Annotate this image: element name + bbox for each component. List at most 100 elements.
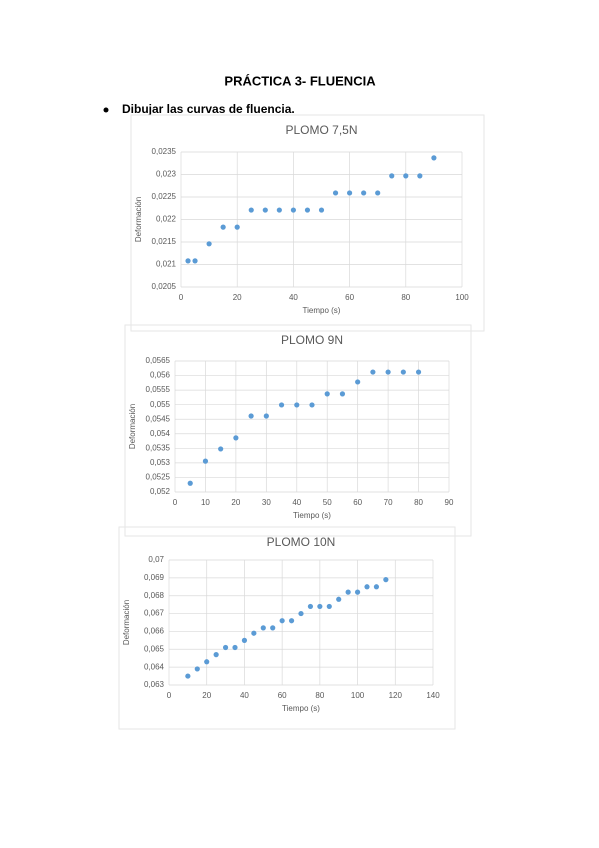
data-point <box>304 207 311 213</box>
y-tick-label: 0,054 <box>150 429 171 438</box>
y-tick-label: 0,052 <box>150 487 171 496</box>
data-point <box>345 589 351 595</box>
x-tick-label: 60 <box>278 691 287 700</box>
chart-frame <box>118 526 456 730</box>
x-tick-label: 70 <box>384 498 393 507</box>
chart-frame <box>130 114 485 332</box>
data-point <box>431 155 437 161</box>
y-tick-label: 0,022 <box>156 215 177 224</box>
data-point <box>262 207 268 213</box>
data-point <box>213 652 219 658</box>
data-point <box>332 190 339 196</box>
x-tick-label: 120 <box>389 691 403 700</box>
data-point <box>290 207 296 213</box>
data-point <box>187 480 193 486</box>
data-point <box>248 207 254 213</box>
bullet-dot <box>103 107 109 113</box>
data-point <box>218 446 224 452</box>
data-point <box>232 644 238 651</box>
data-point <box>373 584 380 590</box>
y-tick-label: 0,0565 <box>146 356 171 365</box>
data-point <box>276 207 282 213</box>
x-tick-label: 100 <box>455 293 469 302</box>
x-tick-label: 0 <box>179 293 184 302</box>
data-point <box>375 190 381 196</box>
data-point <box>347 190 353 196</box>
y-tick-label: 0,069 <box>144 573 165 582</box>
data-point <box>415 369 422 375</box>
x-tick-label: 80 <box>414 498 423 507</box>
y-tick-label: 0,065 <box>144 644 165 653</box>
x-tick-label: 20 <box>202 691 211 700</box>
x-tick-label: 20 <box>233 293 242 302</box>
data-point <box>336 596 342 602</box>
y-axis-title: Deformación <box>128 404 137 449</box>
y-tick-label: 0,07 <box>148 555 164 564</box>
data-point <box>251 630 257 636</box>
x-tick-label: 10 <box>201 498 210 507</box>
x-tick-label: 0 <box>173 498 178 507</box>
y-tick-label: 0,053 <box>150 458 171 467</box>
chart-title: PLOMO 10N <box>267 535 336 549</box>
data-point <box>370 369 376 375</box>
y-tick-label: 0,067 <box>144 609 165 618</box>
x-axis-title: Tiempo (s) <box>282 704 320 713</box>
data-point <box>339 391 346 397</box>
y-tick-label: 0,068 <box>144 591 165 600</box>
y-tick-label: 0,063 <box>144 680 165 689</box>
x-tick-label: 40 <box>292 498 301 507</box>
data-point <box>417 173 423 179</box>
data-point <box>324 391 330 397</box>
y-tick-label: 0,0225 <box>152 192 177 201</box>
x-tick-label: 80 <box>315 691 324 700</box>
x-axis-title: Tiempo (s) <box>303 306 341 315</box>
data-point <box>192 258 198 264</box>
x-tick-label: 100 <box>351 691 365 700</box>
data-point <box>309 402 315 408</box>
data-point <box>317 603 323 610</box>
data-point <box>220 224 226 230</box>
x-tick-label: 40 <box>289 293 298 302</box>
data-point <box>204 659 210 665</box>
data-point <box>318 207 325 213</box>
data-point <box>385 369 391 375</box>
data-point <box>355 379 361 385</box>
data-point <box>206 241 212 247</box>
data-point <box>233 435 239 441</box>
page-title: PRÁCTICA 3- FLUENCIA <box>224 73 376 88</box>
y-tick-label: 0,0545 <box>146 414 171 423</box>
data-point <box>389 173 395 179</box>
x-tick-label: 90 <box>445 498 454 507</box>
y-tick-label: 0,0535 <box>146 443 171 452</box>
y-tick-label: 0,0215 <box>152 237 177 246</box>
data-point <box>288 618 295 624</box>
y-tick-label: 0,055 <box>150 400 171 409</box>
y-tick-label: 0,0235 <box>152 147 177 156</box>
x-tick-label: 60 <box>353 498 362 507</box>
data-point <box>364 584 370 590</box>
chart-title: PLOMO 7,5N <box>285 123 357 137</box>
y-tick-label: 0,056 <box>150 371 171 380</box>
data-point <box>383 577 389 583</box>
data-point <box>279 618 285 624</box>
data-point <box>270 625 276 631</box>
data-point <box>248 413 254 419</box>
data-point <box>185 258 191 264</box>
data-point <box>307 603 314 610</box>
data-point <box>222 644 229 651</box>
x-tick-label: 140 <box>426 691 440 700</box>
data-point <box>202 458 209 464</box>
chart-title: PLOMO 9N <box>281 333 343 347</box>
data-point <box>260 625 266 631</box>
x-tick-label: 30 <box>262 498 271 507</box>
data-point <box>185 673 191 679</box>
bullet-text: Dibujar las curvas de fluencia. <box>122 102 295 116</box>
y-tick-label: 0,0205 <box>152 282 177 291</box>
data-point <box>234 224 240 230</box>
data-point <box>298 610 304 617</box>
x-tick-label: 50 <box>323 498 332 507</box>
y-tick-label: 0,023 <box>156 170 177 179</box>
x-tick-label: 60 <box>345 293 354 302</box>
data-point <box>400 369 406 375</box>
